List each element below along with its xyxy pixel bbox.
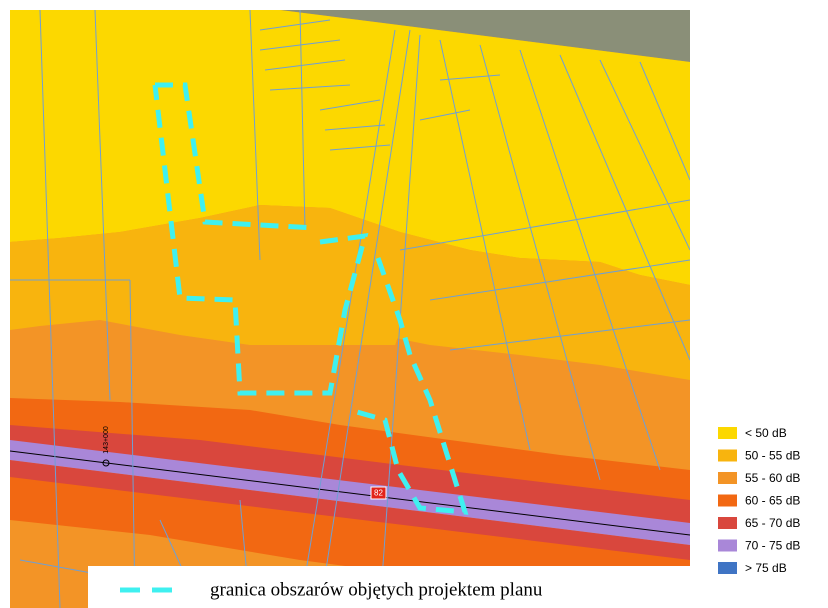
noise-map-page: 82 143+000 granica obszarów objętych pro… — [0, 0, 828, 608]
road-number: 82 — [374, 489, 383, 498]
legend-label: 55 - 60 dB — [745, 471, 800, 485]
legend-label: 65 - 70 dB — [745, 516, 800, 530]
legend-swatch — [718, 450, 737, 462]
legend-swatch — [718, 562, 737, 574]
legend-swatch — [718, 495, 737, 507]
legend-label: < 50 dB — [745, 426, 787, 440]
legend-swatch — [718, 427, 737, 439]
legend-swatch — [718, 517, 737, 529]
legend: < 50 dB 50 - 55 dB 55 - 60 dB 60 - 65 dB 65 … — [718, 426, 800, 575]
legend-label: > 75 dB — [745, 561, 787, 575]
legend-label: 60 - 65 dB — [745, 494, 800, 508]
chainage-label: 143+000 — [103, 426, 110, 454]
legend-label: 50 - 55 dB — [745, 449, 800, 463]
boundary-note: granica obszarów objętych projektem plan… — [210, 579, 543, 600]
legend-label: 70 - 75 dB — [745, 539, 800, 553]
map-area: 82 143+000 — [10, 10, 690, 608]
legend-swatch — [718, 472, 737, 484]
legend-swatch — [718, 540, 737, 552]
